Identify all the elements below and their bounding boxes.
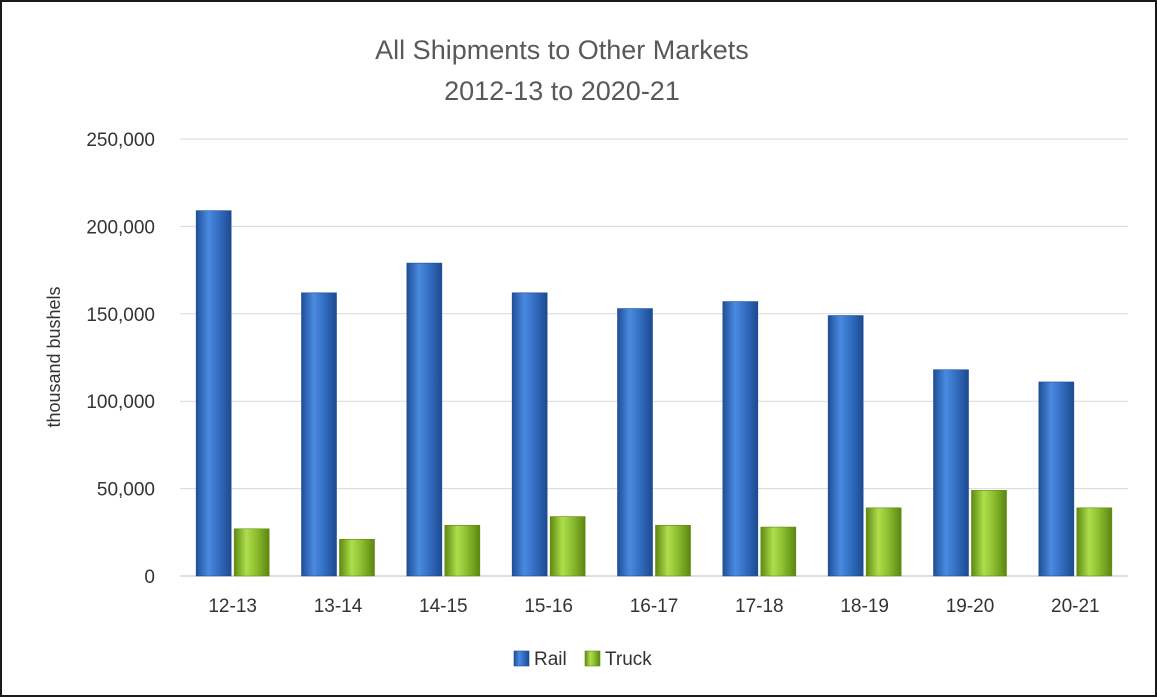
bars xyxy=(195,210,1113,577)
bar-truck xyxy=(233,528,270,577)
y-axis-label: thousand bushels xyxy=(44,286,64,427)
y-tick-label: 100,000 xyxy=(86,392,155,413)
gridlines xyxy=(180,138,1128,577)
bar-rail xyxy=(617,308,653,577)
bar-rail xyxy=(406,262,443,577)
x-tick-label: 20-21 xyxy=(1051,596,1100,617)
bar-truck xyxy=(971,490,1007,577)
x-tick-label: 18-19 xyxy=(840,596,889,617)
bar-truck xyxy=(1076,507,1113,577)
x-tick-label: 14-15 xyxy=(419,596,468,617)
bar-rail xyxy=(511,292,548,577)
bar-truck xyxy=(549,516,586,577)
x-tick-label: 17-18 xyxy=(735,596,784,617)
bar-truck xyxy=(444,525,481,577)
bar-truck xyxy=(760,526,797,577)
y-tick-label: 50,000 xyxy=(97,480,155,501)
bar-truck xyxy=(655,525,691,577)
y-tick-label: 150,000 xyxy=(86,305,155,326)
x-tick-label: 12-13 xyxy=(208,596,257,617)
x-tick-labels: 12-13 13-14 14-15 15-16 16-17 17-18 18-19 19-20… xyxy=(208,596,1099,617)
chart-subtitle: 2012-13 to 2020-21 xyxy=(444,76,680,106)
legend-label-rail: Rail xyxy=(534,649,567,670)
legend-label-truck: Truck xyxy=(605,649,652,670)
x-tick-label: 16-17 xyxy=(630,596,679,617)
bar-rail xyxy=(195,210,232,577)
x-tick-label: 15-16 xyxy=(524,596,573,617)
legend: Rail Truck xyxy=(513,649,652,670)
y-tick-labels: 0 50,000 100,000 150,000 200,000 250,000 xyxy=(86,130,155,588)
y-tick-label: 200,000 xyxy=(86,217,155,238)
bar-rail xyxy=(1038,381,1075,577)
bar-rail xyxy=(301,292,337,577)
y-tick-label: 0 xyxy=(144,567,155,588)
legend-swatch-rail xyxy=(513,650,530,667)
x-tick-label: 13-14 xyxy=(314,596,363,617)
bar-rail xyxy=(933,369,969,577)
bar-rail xyxy=(722,301,759,577)
bar-rail xyxy=(827,315,864,577)
bar-truck xyxy=(339,538,375,577)
legend-swatch-truck xyxy=(584,650,601,667)
y-tick-label: 250,000 xyxy=(86,130,155,151)
bar-truck xyxy=(865,507,902,577)
x-tick-label: 19-20 xyxy=(946,596,995,617)
chart-title: All Shipments to Other Markets xyxy=(375,35,749,65)
